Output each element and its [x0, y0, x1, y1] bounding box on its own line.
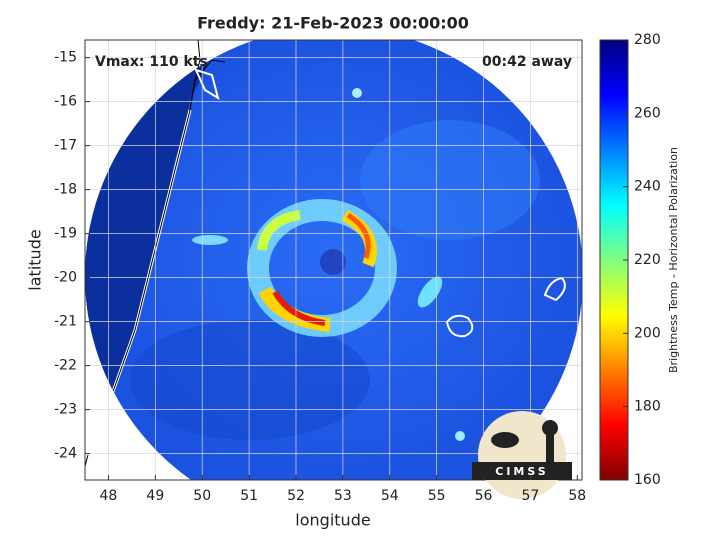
- x-tick-label: 54: [381, 488, 399, 504]
- colorbar-tick-label: 180: [634, 399, 661, 415]
- x-tick-label: 56: [475, 488, 493, 504]
- colorbar-tick-label: 240: [634, 179, 661, 195]
- x-tick-label: 52: [287, 488, 305, 504]
- time-label: 00:42 away: [482, 54, 572, 70]
- x-tick-label: 53: [334, 488, 352, 504]
- y-tick-label: -23: [54, 402, 77, 418]
- colorbar-label: Brightness Temp - Horizontal Polarizatio…: [667, 147, 680, 373]
- x-tick-label: 50: [193, 488, 211, 504]
- satellite-image: [85, 40, 582, 480]
- y-tick-label: -20: [54, 270, 77, 286]
- x-tick-label: 58: [568, 488, 586, 504]
- x-axis-label: longitude: [295, 511, 370, 530]
- y-tick-label: -22: [54, 358, 77, 374]
- colorbar-tick-label: 160: [634, 472, 661, 488]
- chart-title: Freddy: 21-Feb-2023 00:00:00: [197, 14, 469, 33]
- y-tick-label: -19: [54, 226, 77, 242]
- x-tick-label: 49: [146, 488, 164, 504]
- x-tick-label: 48: [100, 488, 118, 504]
- y-tick-label: -17: [54, 138, 77, 154]
- plot-frame: [84, 39, 583, 481]
- x-tick-label: 51: [240, 488, 258, 504]
- colorbar-tick-label: 200: [634, 325, 661, 341]
- x-tick-label: 55: [428, 488, 446, 504]
- y-tick-label: -18: [54, 182, 77, 198]
- y-tick-label: -24: [54, 446, 77, 462]
- y-axis-label: latitude: [26, 229, 45, 290]
- y-tick-label: -16: [54, 94, 77, 110]
- colorbar-tick-label: 260: [634, 105, 661, 121]
- colorbar-tick-label: 220: [634, 252, 661, 268]
- y-tick-label: -21: [54, 314, 77, 330]
- logo: CIMSS: [472, 411, 572, 499]
- colorbar-tick-label: 280: [634, 32, 661, 48]
- logo-text: CIMSS: [495, 465, 548, 478]
- y-tick-label: -15: [54, 50, 77, 66]
- x-tick-label: 57: [522, 488, 540, 504]
- vmax-label: Vmax: 110 kts: [95, 54, 208, 70]
